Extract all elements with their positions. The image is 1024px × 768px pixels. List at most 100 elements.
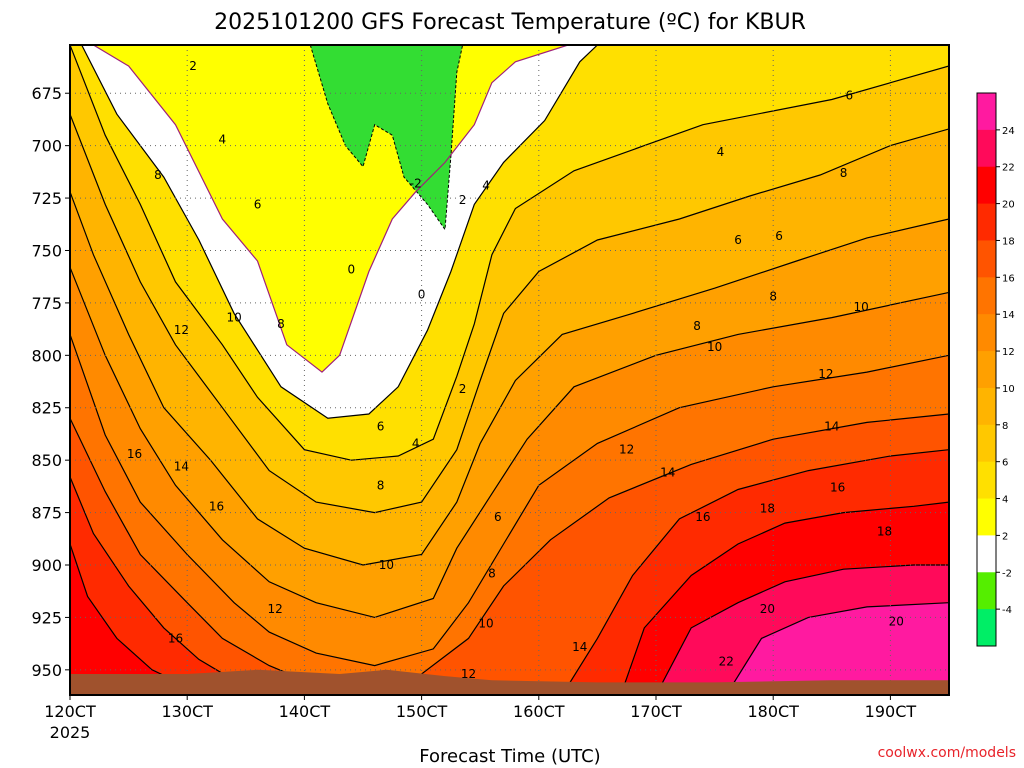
colorbar-swatch: [977, 93, 996, 131]
x-tick-label: 130CT: [161, 702, 213, 721]
colorbar-label: 2: [1002, 531, 1008, 542]
y-tick-label: 750: [31, 241, 62, 260]
x-tick-label: 120CT: [44, 702, 96, 721]
x-tick-label: 170CT: [630, 702, 682, 721]
y-tick-label: 875: [31, 504, 62, 523]
x-tick-label: 180CT: [747, 702, 799, 721]
colorbar-label: 18: [1002, 236, 1015, 247]
contour-label: 14: [572, 640, 587, 654]
contour-label: 8: [377, 478, 385, 492]
contour-label: 6: [377, 420, 385, 434]
x-axis-year-label: 2025: [50, 723, 91, 742]
colorbar-swatch: [977, 609, 996, 647]
terrain-surface: [70, 669, 949, 695]
y-tick-label: 925: [31, 608, 62, 627]
isotherm-2: [81, 45, 598, 419]
contour-label: 22: [719, 654, 734, 668]
y-tick-label: 700: [31, 137, 62, 156]
isotherm-0: [93, 45, 569, 373]
colorbar-swatch: [977, 572, 996, 610]
colorbar-swatch: [977, 166, 996, 205]
contour-label: 16: [127, 447, 142, 461]
contour-label: 6: [846, 88, 854, 102]
contour-label: 4: [412, 436, 420, 450]
isotherm-18: [70, 501, 949, 695]
colorbar-label: -2: [1002, 568, 1012, 579]
contour-label: 8: [154, 168, 162, 182]
y-axis: 675 700 725 750 775 800 825 850 875 900 925 950: [31, 84, 70, 680]
colorbar-swatch: [977, 314, 996, 352]
contour-label: 18: [877, 524, 892, 538]
chart-title: 2025101200 GFS Forecast Temperature (ºC)…: [214, 10, 806, 35]
contour-label: 16: [695, 510, 710, 524]
temperature-fill-bands: [70, 45, 949, 695]
isotherm-20: [655, 564, 949, 695]
contour-label: 12: [619, 443, 634, 457]
contour-label: 18: [760, 501, 775, 515]
contour-label: 10: [226, 311, 241, 325]
colorbar-swatch: [977, 277, 996, 315]
x-tick-label: 160CT: [513, 702, 565, 721]
isotherm-6: [70, 113, 949, 514]
colorbar-swatch: [977, 129, 996, 168]
colorbar-swatch: [977, 424, 996, 463]
contour-label: 16: [168, 631, 183, 645]
contour-label: 0: [347, 262, 355, 276]
y-tick-label: 675: [31, 84, 62, 103]
y-tick-label: 950: [31, 661, 62, 680]
colorbar-label: 20: [1002, 200, 1015, 211]
contour-label: 14: [174, 459, 189, 473]
colorbar-label: 8: [1002, 421, 1008, 432]
x-tick-label: 190CT: [865, 702, 917, 721]
x-tick-label: 150CT: [396, 702, 448, 721]
y-tick-label: 900: [31, 556, 62, 575]
band-20C: [70, 565, 949, 695]
colorbar-swatch: [977, 387, 996, 426]
contour-label: 8: [693, 319, 701, 333]
contour-label: 12: [818, 367, 833, 381]
colorbar-label: 24: [1002, 126, 1015, 137]
y-tick-label: 850: [31, 451, 62, 470]
colorbar-label: 12: [1002, 347, 1015, 358]
contour-label: 2: [459, 382, 467, 396]
contour-label: 12: [174, 323, 189, 337]
contour-label: 4: [482, 178, 490, 192]
colorbar-label: 10: [1002, 384, 1015, 395]
contour-label: 14: [660, 466, 675, 480]
contour-label: 6: [494, 510, 502, 524]
y-tick-label: 800: [31, 346, 62, 365]
contour-label: 2: [189, 59, 197, 73]
y-tick-label: 775: [31, 294, 62, 313]
contour-label: 12: [461, 667, 476, 681]
contour-label: 10: [478, 617, 493, 631]
isotherm-12: [70, 334, 949, 667]
isotherm-22: [725, 602, 949, 695]
colorbar-swatch: [977, 498, 996, 536]
contour-label: 16: [209, 499, 224, 513]
colorbar-label: 4: [1002, 495, 1008, 506]
contour-label: 8: [769, 290, 777, 304]
contour-label: 6: [734, 233, 742, 247]
y-tick-label: 725: [31, 189, 62, 208]
contour-label: 10: [379, 558, 394, 572]
band-0C: [81, 45, 598, 419]
contour-label: 6: [775, 229, 783, 243]
colorbar-swatch: [977, 535, 996, 573]
contour-label: 10: [853, 300, 868, 314]
colorbar-label: -4: [1002, 605, 1012, 616]
grid-lines: [70, 45, 949, 695]
colorbar-label: 22: [1002, 163, 1015, 174]
contour-label: 14: [824, 420, 839, 434]
contour-label: 4: [219, 132, 227, 146]
contour-label: 6: [254, 197, 262, 211]
x-tick-label: 140CT: [279, 702, 331, 721]
contour-label: 2: [459, 193, 467, 207]
contour-label: 10: [707, 340, 722, 354]
contour-label: 20: [889, 615, 904, 629]
plot-frame: [69, 44, 950, 696]
colorbar-label: 16: [1002, 273, 1015, 284]
contour-label: 4: [717, 145, 725, 159]
